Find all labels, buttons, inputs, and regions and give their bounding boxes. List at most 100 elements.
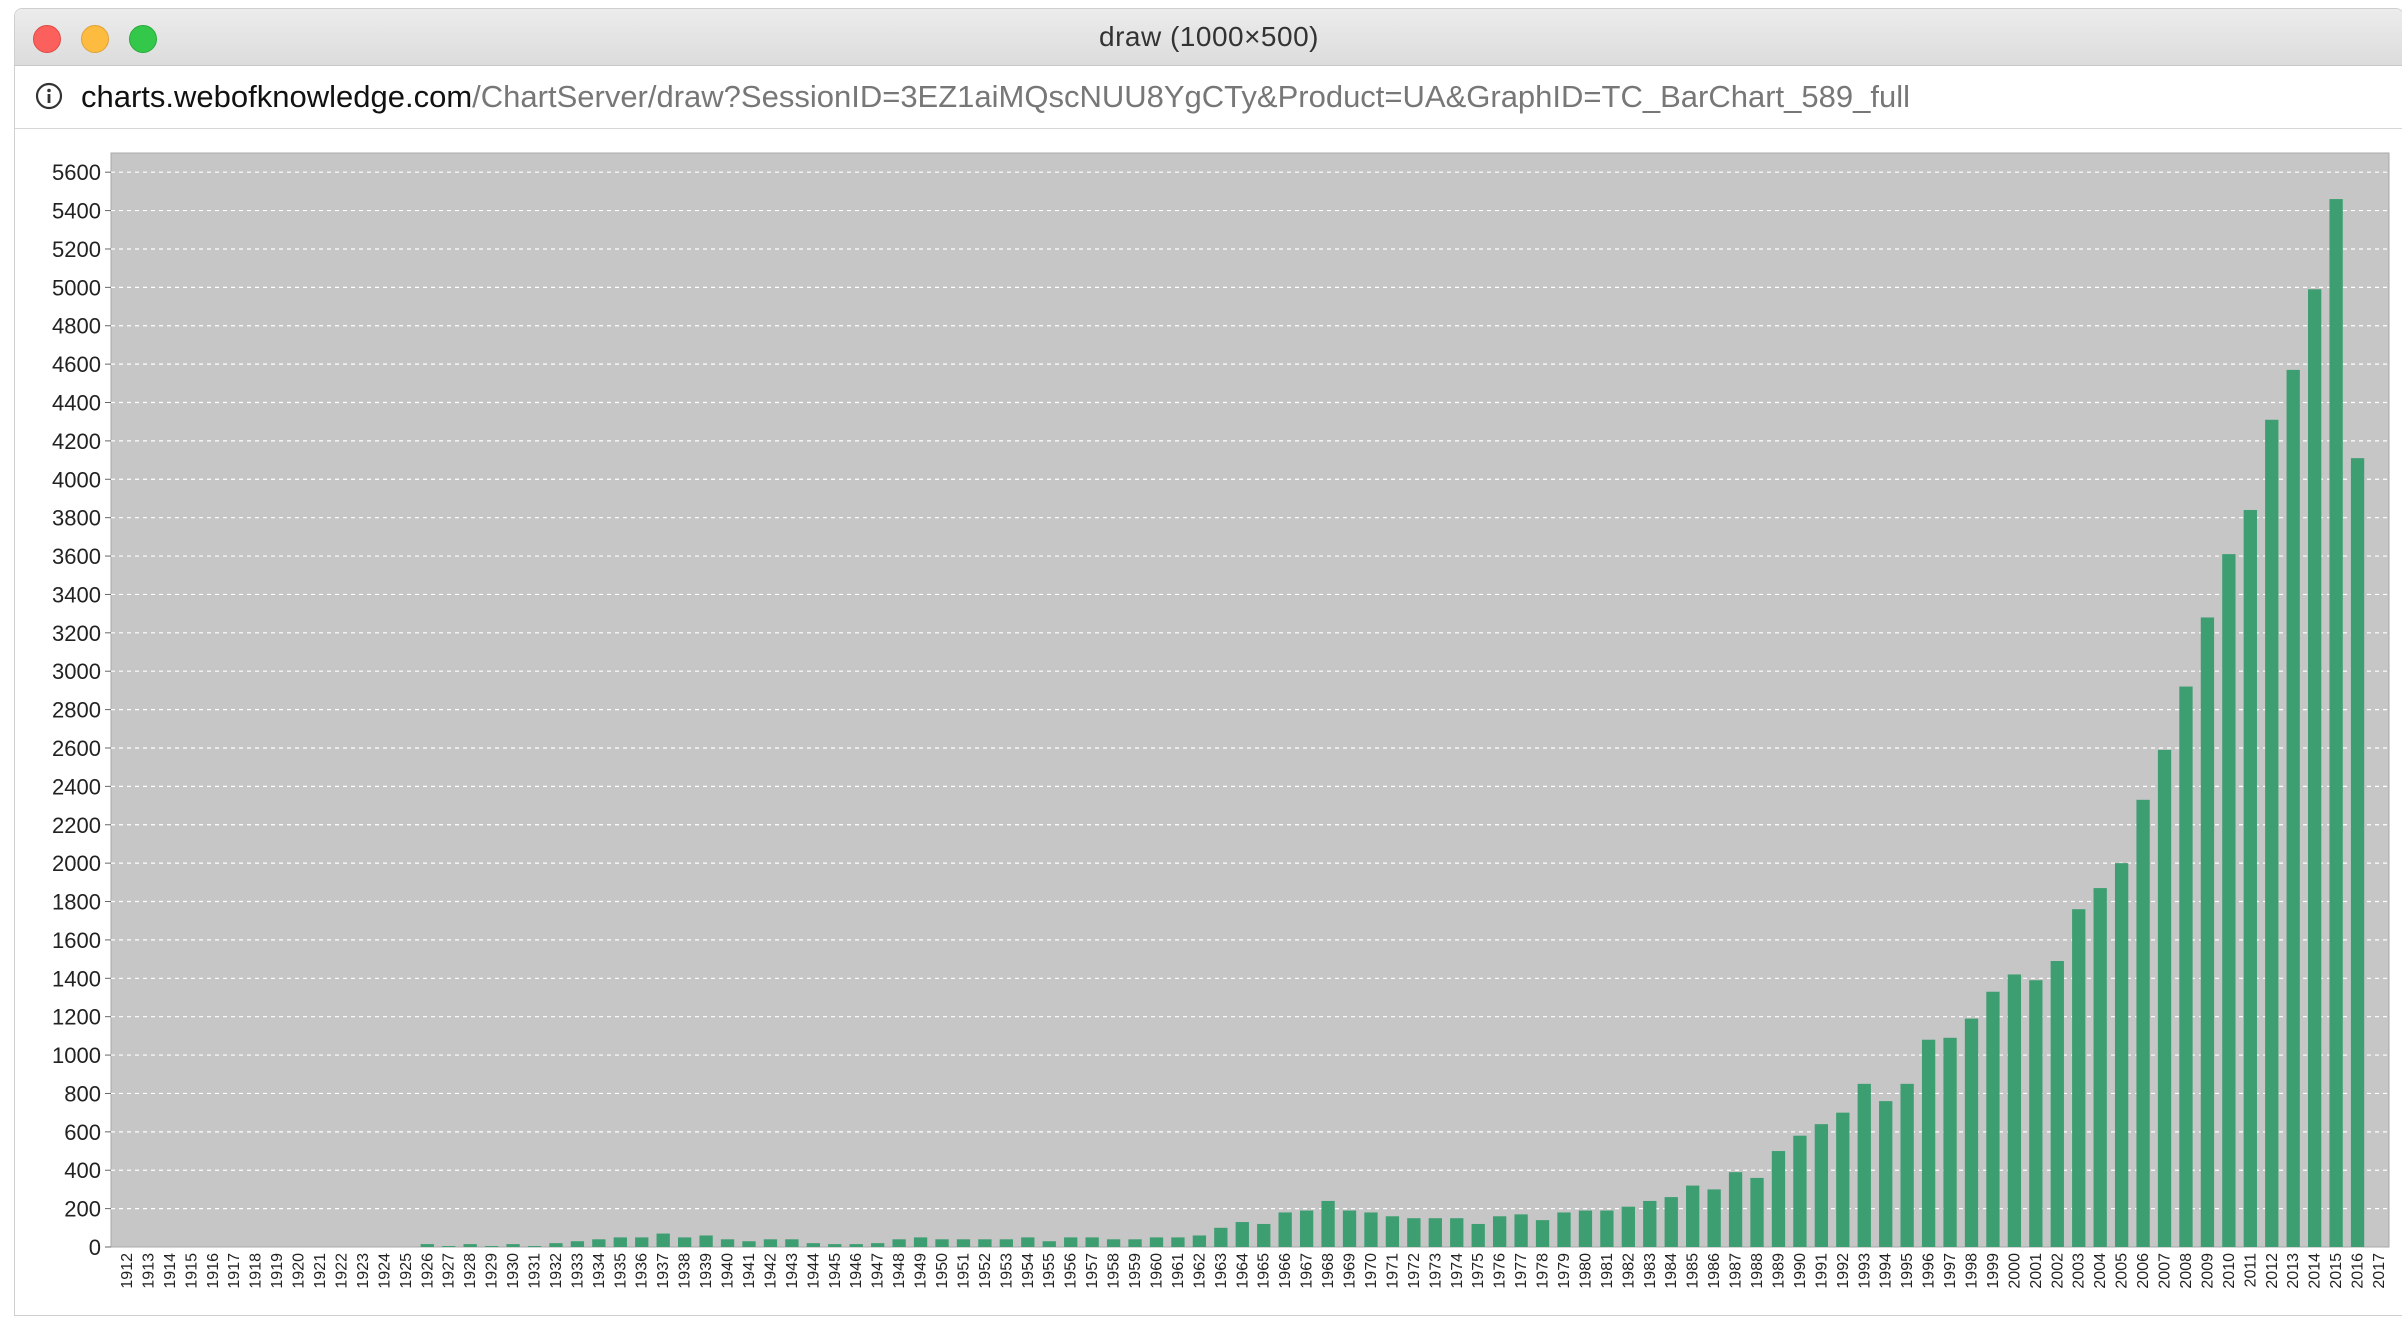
y-tick-label: 4200 [52, 429, 101, 454]
bar [1471, 1223, 1485, 1247]
x-tick-label: 1962 [1191, 1253, 1208, 1289]
bar [1771, 1151, 1786, 1247]
x-tick-label: 1928 [462, 1253, 479, 1289]
window-title: draw (1000×500) [1099, 21, 1319, 52]
bar [527, 1246, 542, 1247]
y-tick-label: 5200 [52, 237, 101, 262]
bar [1364, 1212, 1378, 1247]
bar [1707, 1189, 1721, 1247]
x-tick-label: 2010 [2221, 1253, 2238, 1289]
bar [956, 1239, 971, 1247]
x-tick-label: 2001 [2028, 1253, 2045, 1289]
x-tick-label: 2015 [2328, 1253, 2345, 1289]
bar [1257, 1223, 1271, 1247]
x-tick-label: 2016 [2350, 1253, 2367, 1289]
x-tick-label: 1990 [1792, 1253, 1809, 1289]
bar [2350, 458, 2365, 1247]
bar [1385, 1216, 1400, 1247]
bar [2179, 686, 2193, 1247]
x-tick-label: 1973 [1427, 1253, 1444, 1289]
maximize-window-button[interactable] [129, 25, 157, 53]
bar [2050, 961, 2064, 1247]
bar [1900, 1083, 1914, 1247]
x-tick-label: 1914 [162, 1253, 179, 1289]
x-tick-label: 1963 [1213, 1253, 1230, 1289]
y-tick-label: 2200 [52, 813, 101, 838]
bar [1728, 1172, 1743, 1247]
bar [442, 1246, 456, 1247]
bar [1793, 1135, 1807, 1247]
bar [913, 1237, 928, 1247]
x-tick-label: 1924 [376, 1253, 393, 1289]
bar [1621, 1206, 1635, 1247]
x-tick-label: 1934 [591, 1253, 608, 1289]
y-tick-label: 3800 [52, 506, 101, 531]
bar [1986, 991, 2000, 1247]
x-tick-label: 1997 [1942, 1253, 1959, 1289]
y-tick-label: 4800 [52, 314, 101, 339]
bar [2007, 974, 2022, 1247]
x-tick-label: 1998 [1963, 1253, 1980, 1289]
x-tick-label: 1923 [355, 1253, 372, 1289]
minimize-window-button[interactable] [81, 25, 109, 53]
bar [1128, 1239, 1142, 1247]
bar [763, 1239, 778, 1247]
y-tick-label: 200 [64, 1197, 101, 1222]
y-tick-label: 800 [64, 1081, 101, 1106]
x-tick-label: 1975 [1470, 1253, 1487, 1289]
x-tick-label: 1922 [333, 1253, 350, 1289]
x-tick-label: 2013 [2285, 1253, 2302, 1289]
x-tick-label: 1927 [441, 1253, 458, 1289]
x-tick-label: 1942 [762, 1253, 779, 1289]
x-tick-label: 1915 [183, 1253, 200, 1289]
bar [935, 1239, 949, 1247]
x-tick-label: 1929 [484, 1253, 501, 1289]
bar [570, 1241, 585, 1247]
x-tick-label: 1940 [720, 1253, 737, 1289]
title-bar: draw (1000×500) [15, 9, 2402, 66]
x-tick-label: 1986 [1706, 1253, 1723, 1289]
bar [1321, 1200, 1335, 1247]
bar [2114, 863, 2129, 1247]
bar [1085, 1237, 1099, 1247]
address-bar[interactable]: charts.webofknowledge.com/ChartServer/dr… [15, 66, 2402, 129]
chart-area: 0 200 400 600 800 1000 1200 1400 1600 1800 2000 220… [15, 129, 2402, 1315]
x-tick-label: 1959 [1127, 1253, 1144, 1289]
x-tick-label: 1951 [955, 1253, 972, 1289]
y-tick-label: 2000 [52, 851, 101, 876]
y-tick-label: 4000 [52, 467, 101, 492]
y-tick-label: 400 [64, 1158, 101, 1183]
info-icon[interactable] [35, 82, 63, 110]
bar [1535, 1220, 1550, 1247]
x-tick-label: 1947 [870, 1253, 887, 1289]
x-tick-label: 1989 [1770, 1253, 1787, 1289]
x-tick-label: 2014 [2307, 1253, 2324, 1289]
x-tick-label: 2017 [2371, 1253, 2388, 1289]
y-tick-label: 5000 [52, 275, 101, 300]
x-tick-label: 1918 [248, 1253, 265, 1289]
x-tick-label: 1938 [677, 1253, 694, 1289]
bar [999, 1239, 1013, 1247]
bar-chart: 0 200 400 600 800 1000 1200 1400 1600 1800 2000 220… [52, 152, 2390, 1289]
bar [1879, 1101, 1893, 1247]
x-tick-label: 1988 [1749, 1253, 1766, 1289]
bar [806, 1243, 820, 1247]
bar [1664, 1197, 1678, 1247]
x-tick-label: 2005 [2114, 1253, 2131, 1289]
x-tick-label: 1983 [1642, 1253, 1659, 1289]
x-tick-label: 1955 [1041, 1253, 1058, 1289]
bar [1686, 1185, 1700, 1247]
y-tick-label: 3600 [52, 544, 101, 569]
y-tick-label: 5400 [52, 199, 101, 224]
bar [1428, 1218, 1442, 1247]
x-tick-label: 1932 [548, 1253, 565, 1289]
y-tick-label: 1000 [52, 1043, 101, 1068]
bar [1192, 1235, 1207, 1247]
x-tick-label: 1974 [1449, 1253, 1466, 1289]
bar [484, 1246, 499, 1247]
bar [849, 1244, 863, 1247]
x-tick-label: 1985 [1685, 1253, 1702, 1289]
url-text[interactable]: charts.webofknowledge.com/ChartServer/dr… [81, 66, 1910, 128]
bar [1106, 1239, 1121, 1247]
close-window-button[interactable] [33, 25, 61, 53]
